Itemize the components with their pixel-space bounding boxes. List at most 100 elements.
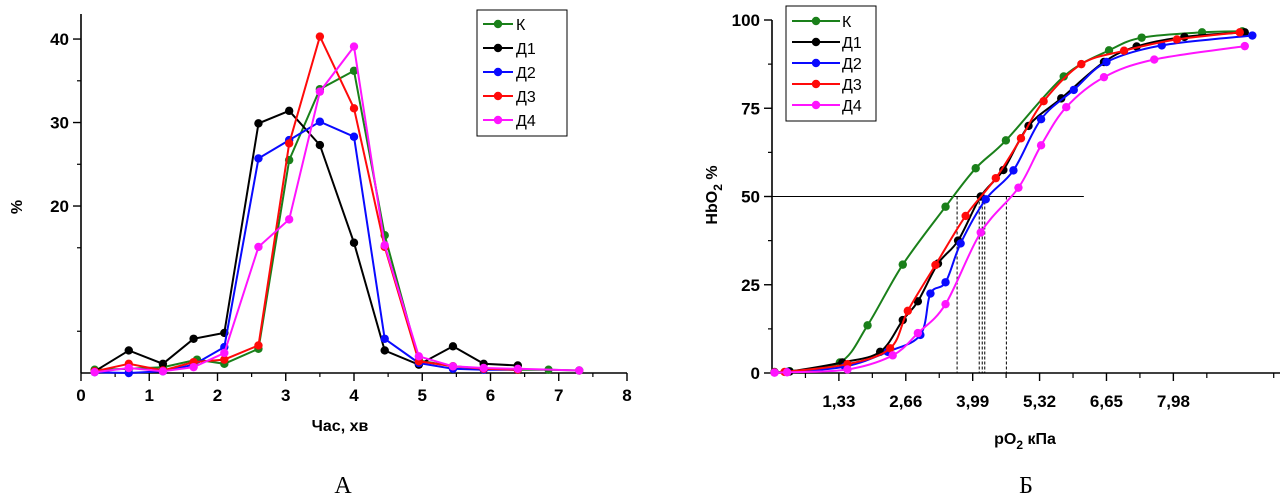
chart-b-y-tick-label: 100 — [732, 11, 760, 30]
chart-a-data-point — [575, 366, 584, 375]
chart-b-data-point — [1001, 136, 1011, 145]
chart-a-data-point — [254, 242, 263, 252]
chart-a: % Час, хв А 0 1 2 3 4 5 6 7 8 20 30 40 К Д1 Д2 Д3 Д4 — [9, 9, 632, 499]
chart-b-data-point — [1069, 85, 1078, 95]
chart-a-legend-marker — [493, 91, 503, 101]
chart-a-panel-label: А — [334, 473, 352, 499]
chart-a-x-tick-label: 0 — [76, 386, 85, 405]
chart-a-data-point — [349, 66, 359, 75]
chart-a-data-point — [479, 363, 488, 373]
chart-a-data-point — [284, 215, 294, 224]
chart-b-data-point — [941, 299, 950, 309]
chart-b-x-tick-label: 6,65 — [1090, 392, 1123, 411]
chart-a-data-point — [189, 334, 198, 343]
chart-b-data-point — [931, 260, 940, 270]
chart-b-y-tick-label: 25 — [741, 276, 760, 295]
chart-a-legend-label: Д1 — [516, 41, 536, 58]
chart-a-data-point — [380, 334, 389, 343]
chart-a-data-point — [124, 363, 133, 373]
chart-a-data-point — [284, 106, 294, 116]
chart-a-series-line — [94, 109, 518, 373]
chart-a-series-line — [94, 33, 518, 373]
chart-a-y-tick-label: 30 — [50, 114, 69, 133]
chart-b-legend-label: К — [842, 14, 852, 31]
chart-b-legend-marker — [811, 16, 821, 26]
chart-b-legend-label: Д2 — [842, 56, 862, 73]
chart-b-data-point — [981, 195, 990, 204]
chart-b-data-point — [1235, 28, 1244, 37]
chart-b-y-tick-label: 0 — [751, 364, 760, 383]
chart-b-y-label-tail: % — [704, 165, 721, 184]
chart-a-legend-marker — [493, 67, 503, 77]
chart-b-data-point — [843, 365, 852, 374]
chart-b-data-point — [1172, 35, 1182, 44]
chart-b-y-label-sub: 2 — [711, 184, 725, 191]
chart-b-x-tick-label: 2,66 — [889, 392, 922, 411]
chart-b-data-point — [1036, 141, 1046, 150]
chart-a-legend-label: К — [516, 17, 526, 34]
chart-b-data-point — [913, 328, 923, 338]
chart-a-data-point — [254, 119, 263, 128]
chart-b-data-point — [976, 228, 985, 237]
chart-b-data-point — [913, 297, 923, 306]
chart-b-data-point — [1059, 72, 1068, 81]
chart-b-data-point — [1014, 183, 1023, 192]
chart-b-data-point — [999, 165, 1008, 175]
chart-a-legend-label: Д2 — [516, 65, 536, 82]
chart-b-data-point — [1104, 46, 1114, 55]
chart-b-legend-marker — [811, 79, 821, 89]
chart-b-data-point — [1099, 72, 1109, 82]
chart-b-x-label-main: pO — [994, 431, 1016, 448]
chart-a-data-point — [315, 140, 325, 150]
chart-b-x-tick-label: 5,32 — [1023, 392, 1056, 411]
chart-b-legend-label: Д1 — [842, 35, 862, 52]
chart-b-x-label-tail: кПа — [1023, 431, 1056, 448]
chart-a-y-tick-label: 20 — [50, 197, 69, 216]
chart-b-x-tick-label: 7,98 — [1157, 392, 1190, 411]
chart-a-data-point — [315, 87, 325, 96]
chart-b-legend-marker — [811, 37, 821, 47]
chart-a-data-point — [158, 359, 168, 369]
chart-a-data-point — [513, 364, 522, 374]
chart-b-y-label-main: HbO — [704, 191, 721, 225]
chart-a-data-point — [349, 104, 359, 113]
chart-b-y-axis-label: HbO2 % — [704, 165, 725, 224]
chart-a-data-point — [254, 341, 263, 350]
chart-b-data-point — [991, 173, 1001, 183]
chart-b-x-label-sub: 2 — [1016, 438, 1023, 452]
chart-b-x-tick-label: 3,99 — [956, 392, 989, 411]
chart-a-series-line — [94, 120, 518, 375]
chart-b-data-point — [1137, 33, 1146, 42]
chart-b-data-point — [961, 211, 970, 221]
chart-b-data-point — [770, 368, 779, 377]
chart-a-legend-label: Д4 — [516, 113, 536, 130]
chart-a-x-tick-label: 5 — [418, 386, 427, 405]
chart-b-data-point — [941, 278, 950, 287]
chart-b-data-point — [941, 202, 950, 211]
chart-b-data-point — [1016, 134, 1026, 143]
chart-a-x-tick-label: 6 — [486, 386, 495, 405]
chart-a-data-point — [349, 42, 359, 51]
chart-b-data-point — [971, 164, 980, 173]
chart-a-data-point — [448, 362, 458, 371]
chart-a-data-point — [189, 362, 198, 372]
chart-a-data-point — [90, 367, 99, 377]
chart-a-data-point — [315, 32, 325, 41]
chart-a-x-tick-label: 7 — [554, 386, 563, 405]
chart-b-data-point — [926, 289, 935, 298]
chart-a-y-tick-label: 40 — [50, 30, 69, 49]
chart-b-data-point — [1240, 41, 1249, 51]
chart-a-data-point — [414, 352, 424, 361]
chart-b-data-point — [1248, 31, 1257, 40]
chart-b-data-point — [1102, 57, 1111, 67]
chart-b-legend-marker — [811, 100, 821, 110]
chart-a-data-point — [124, 346, 133, 355]
chart-a-x-axis-label: Час, хв — [312, 418, 369, 435]
chart-a-data-point — [220, 355, 229, 364]
chart-b-data-point — [1039, 96, 1048, 106]
chart-b-panel-label: Б — [1019, 473, 1033, 499]
chart-a-legend-label: Д3 — [516, 89, 536, 106]
chart-b-legend-label: Д4 — [842, 98, 862, 115]
chart-a-y-axis-label: % — [9, 200, 26, 214]
chart-a-data-point — [315, 117, 325, 126]
